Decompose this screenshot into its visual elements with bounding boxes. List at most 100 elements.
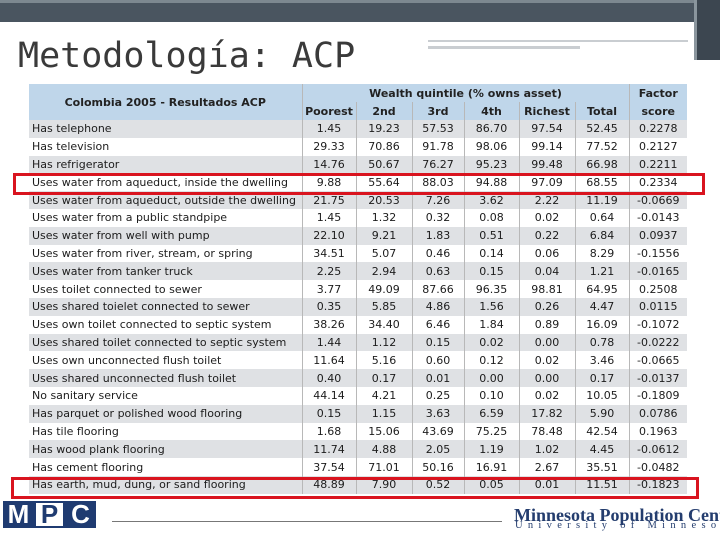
factor-score-cell: -0.0137 — [628, 369, 687, 387]
quintile-cell: 71.01 — [355, 458, 412, 476]
factor-score-cell: -0.0482 — [628, 458, 687, 476]
quintile-cell: 2.25 — [301, 262, 356, 281]
table-row: Uses water from well with pump 22.10 9.21 1… — [29, 226, 687, 245]
row-label: Has parquet or polished wood flooring — [29, 404, 302, 423]
quintile-cell: 1.83 — [411, 226, 464, 245]
quintile-cell: 0.00 — [463, 369, 519, 387]
row-label: No sanitary service — [29, 386, 302, 405]
center-name: Minnesota Population Center — [514, 505, 720, 525]
table-header-row: Colombia 2005 - Resultados ACP Wealth qu… — [29, 84, 687, 120]
quintile-cell: 0.46 — [411, 244, 464, 263]
quintile-cell: 99.14 — [518, 137, 575, 156]
quintile-cell: 37.54 — [301, 458, 356, 476]
column-header: Total — [574, 102, 629, 120]
row-label: Has earth, mud, dung, or sand flooring — [29, 475, 302, 494]
row-label: Has refrigerator — [29, 155, 302, 174]
quintile-cell: 0.60 — [411, 351, 464, 370]
quintile-cell: 0.06 — [518, 244, 575, 263]
table-row: Uses shared toielet connected to sewer 0.… — [29, 297, 687, 316]
row-label: Has cement flooring — [29, 458, 302, 476]
quintile-cell: 3.46 — [574, 351, 629, 370]
quintile-cell: 6.59 — [463, 404, 519, 423]
quintile-cell: 98.81 — [518, 280, 575, 298]
quintile-cell: 50.67 — [355, 155, 412, 174]
row-label: Uses toilet connected to sewer — [29, 280, 302, 298]
factor-score-cell: 0.0786 — [628, 404, 687, 423]
quintile-cell: 55.64 — [355, 173, 412, 192]
quintile-cell: 97.09 — [518, 173, 575, 192]
table-row: Has cement flooring 37.54 71.01 50.16 16.91 2… — [29, 458, 687, 476]
quintile-cell: 0.02 — [518, 208, 575, 227]
table-row: Has television 29.33 70.86 91.78 98.06 99.14 7… — [29, 137, 687, 156]
quintile-cell: 97.54 — [518, 120, 575, 138]
row-label: Uses water from a public standpipe — [29, 208, 302, 227]
quintile-cell: 1.15 — [355, 404, 412, 423]
quintile-cell: 50.16 — [411, 458, 464, 476]
factor-header: Factor — [628, 84, 687, 102]
quintile-cell: 0.25 — [411, 386, 464, 405]
quintile-cell: 0.00 — [518, 369, 575, 387]
column-header: Richest — [518, 102, 575, 120]
factor-score-cell: 0.2211 — [628, 155, 687, 174]
quintile-cell: 0.02 — [518, 386, 575, 405]
column-header: 2nd — [355, 102, 412, 120]
quintile-cell: 0.12 — [463, 351, 519, 370]
quintile-cell: 11.74 — [301, 440, 356, 459]
table-row: Has parquet or polished wood flooring 0.1… — [29, 404, 687, 423]
quintile-cell: 0.00 — [518, 333, 575, 352]
table-row: Uses shared unconnected flush toilet 0.40… — [29, 369, 687, 387]
quintile-cell: 0.35 — [301, 297, 356, 316]
quintile-cell: 14.76 — [301, 155, 356, 174]
quintile-cell: 0.08 — [463, 208, 519, 227]
column-header: Poorest — [301, 102, 356, 120]
quintile-cell: 1.45 — [301, 120, 356, 138]
table-row: Uses water from river, stream, or spring… — [29, 244, 687, 263]
quintile-cell: 96.35 — [463, 280, 519, 298]
quintile-cell: 2.94 — [355, 262, 412, 281]
factor-score-cell: -0.0165 — [628, 262, 687, 281]
quintile-cell: 66.98 — [574, 155, 629, 174]
quintile-cell: 4.47 — [574, 297, 629, 316]
table-subheader-row: Poorest 2nd 3rd 4th Richest Total score — [29, 102, 687, 120]
row-label: Uses water from well with pump — [29, 226, 302, 245]
factor-score-cell: -0.1072 — [628, 315, 687, 334]
quintile-cell: 91.78 — [411, 137, 464, 156]
factor-score-cell: -0.0143 — [628, 208, 687, 227]
factor-score-cell: -0.1823 — [628, 475, 687, 494]
quintile-cell: 2.22 — [518, 191, 575, 209]
quintile-cell: 4.88 — [355, 440, 412, 459]
footer-divider — [112, 521, 502, 522]
title-rule — [428, 40, 688, 42]
quintile-cell: 94.88 — [463, 173, 519, 192]
table-row: Uses own unconnected flush toilet 11.64 5.… — [29, 351, 687, 370]
factor-score-cell: -0.0669 — [628, 191, 687, 209]
top-banner — [0, 0, 720, 22]
quintile-cell: 3.62 — [463, 191, 519, 209]
table-row: Uses toilet connected to sewer 3.77 49.09 8… — [29, 280, 687, 298]
quintile-cell: 1.45 — [301, 208, 356, 227]
quintile-cell: 34.40 — [355, 315, 412, 334]
factor-score-cell: 0.1963 — [628, 422, 687, 441]
quintile-cell: 6.46 — [411, 315, 464, 334]
quintile-cell: 1.19 — [463, 440, 519, 459]
quintile-cell: 1.84 — [463, 315, 519, 334]
quintile-cell: 86.70 — [463, 120, 519, 138]
table-row: Uses own toilet connected to septic syst… — [29, 315, 687, 334]
row-label: Has television — [29, 137, 302, 156]
factor-score-cell: 0.2334 — [628, 173, 687, 192]
highlight-box-aqueduct — [13, 173, 705, 195]
quintile-group-header: Wealth quintile (% owns asset) — [301, 84, 629, 102]
quintile-cell: 1.68 — [301, 422, 356, 441]
factor-score-cell: -0.0222 — [628, 333, 687, 352]
quintile-cell: 0.10 — [463, 386, 519, 405]
quintile-cell: 11.64 — [301, 351, 356, 370]
quintile-cell: 10.05 — [574, 386, 629, 405]
slide-title: Metodología: ACP — [18, 36, 356, 76]
quintile-cell: 38.26 — [301, 315, 356, 334]
row-label: Uses water from aqueduct, outside the dw… — [29, 191, 302, 209]
row-label: Uses own toilet connected to septic syst… — [29, 315, 302, 334]
table-row: Has telephone 1.45 19.23 57.53 86.70 97.54 52.… — [29, 120, 687, 138]
quintile-cell: 7.26 — [411, 191, 464, 209]
quintile-cell: 1.21 — [574, 262, 629, 281]
factor-score-cell: -0.0665 — [628, 351, 687, 370]
